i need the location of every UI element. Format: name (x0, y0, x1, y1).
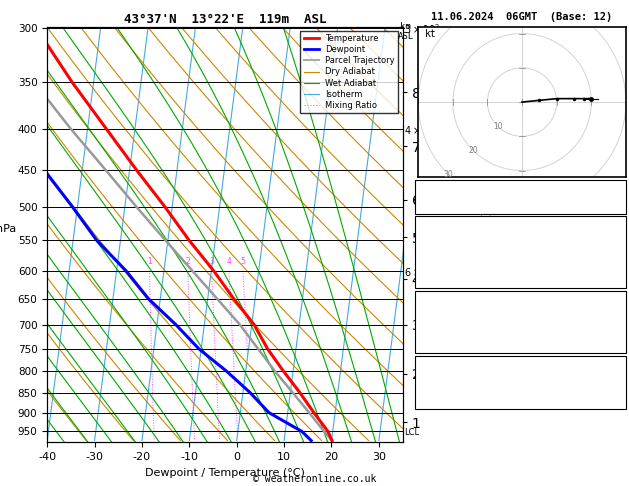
Text: Pressure (mb): Pressure (mb) (420, 301, 498, 311)
Text: CIN (J): CIN (J) (420, 339, 462, 349)
Text: Most Unstable: Most Unstable (483, 292, 561, 302)
Text: 15.7: 15.7 (600, 236, 624, 246)
Y-axis label: Mixing Ratio (g/kg): Mixing Ratio (g/kg) (482, 189, 492, 280)
Text: Surface: Surface (501, 217, 543, 227)
Text: Temp (°C): Temp (°C) (420, 227, 474, 237)
Text: PW (cm): PW (cm) (420, 200, 462, 210)
Text: 14: 14 (612, 181, 624, 191)
Text: 325: 325 (606, 246, 624, 256)
Text: 35: 35 (612, 366, 624, 376)
Text: 2.22: 2.22 (600, 200, 624, 210)
Text: 3: 3 (209, 257, 214, 265)
Text: 0: 0 (618, 330, 624, 340)
Text: CAPE (J): CAPE (J) (420, 330, 468, 340)
Text: Dewp (°C): Dewp (°C) (420, 236, 474, 246)
Text: Lifted Index: Lifted Index (420, 320, 492, 330)
Text: CAPE (J): CAPE (J) (420, 265, 468, 275)
Text: 4: 4 (226, 257, 231, 265)
Text: 0: 0 (618, 320, 624, 330)
Text: 11.06.2024  06GMT  (Base: 12): 11.06.2024 06GMT (Base: 12) (431, 12, 613, 22)
Text: StmDir: StmDir (420, 385, 456, 395)
Text: 10: 10 (493, 122, 503, 131)
Text: 2: 2 (186, 257, 190, 265)
Text: © weatheronline.co.uk: © weatheronline.co.uk (253, 473, 376, 484)
Text: Lifted Index: Lifted Index (420, 255, 492, 265)
X-axis label: Dewpoint / Temperature (°C): Dewpoint / Temperature (°C) (145, 468, 305, 478)
Text: 0: 0 (618, 274, 624, 284)
Text: 20: 20 (469, 146, 478, 155)
Text: 27: 27 (612, 395, 624, 405)
Text: 41: 41 (612, 191, 624, 201)
Text: Hodograph: Hodograph (495, 357, 549, 367)
Title: 43°37'N  13°22'E  119m  ASL: 43°37'N 13°22'E 119m ASL (124, 13, 326, 26)
Text: 0: 0 (618, 339, 624, 349)
Text: 329: 329 (606, 311, 624, 321)
Text: θₑ(K): θₑ(K) (420, 246, 450, 256)
Text: 0: 0 (618, 265, 624, 275)
Text: 30: 30 (444, 170, 454, 179)
Text: km
ASL: km ASL (398, 22, 414, 41)
Text: K: K (420, 181, 426, 191)
Text: 975: 975 (606, 301, 624, 311)
Text: θₑ (K): θₑ (K) (420, 311, 456, 321)
Text: EH: EH (420, 366, 432, 376)
Text: Totals Totals: Totals Totals (420, 191, 498, 201)
Y-axis label: hPa: hPa (0, 225, 17, 235)
Text: 273°: 273° (600, 385, 624, 395)
Text: 81: 81 (612, 376, 624, 386)
Text: 3: 3 (618, 255, 624, 265)
Text: kt: kt (425, 29, 437, 39)
Legend: Temperature, Dewpoint, Parcel Trajectory, Dry Adiabat, Wet Adiabat, Isotherm, Mi: Temperature, Dewpoint, Parcel Trajectory… (301, 31, 398, 113)
Text: CIN (J): CIN (J) (420, 274, 462, 284)
Text: 20.1: 20.1 (600, 227, 624, 237)
Text: 1: 1 (147, 257, 152, 265)
Text: StmSpd (kt): StmSpd (kt) (420, 395, 486, 405)
Text: SREH: SREH (420, 376, 444, 386)
Text: 5: 5 (240, 257, 245, 265)
Text: LCL: LCL (404, 428, 419, 437)
